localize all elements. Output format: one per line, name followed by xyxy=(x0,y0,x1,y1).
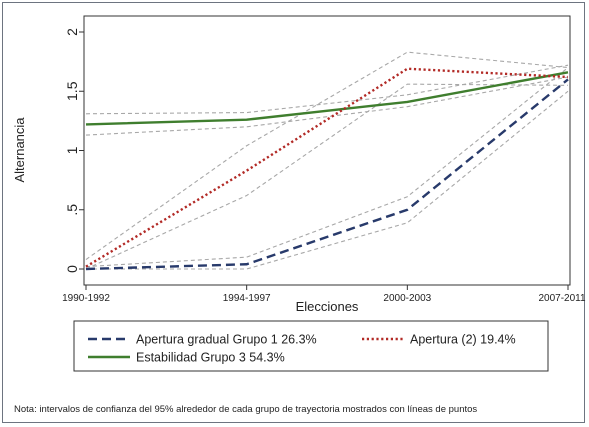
x-tick-label: 1990-1992 xyxy=(62,293,110,304)
confidence-interval-line xyxy=(85,64,569,115)
y-tick-label: 2 xyxy=(64,28,80,36)
legend-label: Apertura (2) 19.4% xyxy=(410,333,516,347)
legend-label: Apertura gradual Grupo 1 26.3% xyxy=(136,333,317,347)
confidence-interval-line xyxy=(85,76,569,136)
series-line xyxy=(85,71,569,126)
y-tick-label: 1.5 xyxy=(64,81,80,101)
legend-label: Estabilidad Grupo 3 54.3% xyxy=(136,351,285,365)
legend: Apertura gradual Grupo 1 26.3% Apertura (… xyxy=(88,333,516,365)
y-tick-label: .5 xyxy=(64,204,80,216)
confidence-interval-line xyxy=(85,83,569,270)
legend-box xyxy=(73,320,549,372)
y-axis-ticks: 0 .5 1 1.5 2 xyxy=(64,28,84,273)
confidence-interval-line xyxy=(86,90,569,270)
confidence-interval-line xyxy=(85,51,569,260)
x-tick-label: 1994-1997 xyxy=(223,293,271,304)
y-tick-label: 0 xyxy=(64,265,80,273)
confidence-interval-line xyxy=(85,67,569,268)
x-axis-title: Elecciones xyxy=(296,299,359,314)
x-tick-label: 2000-2003 xyxy=(383,293,431,304)
x-axis-ticks: 1990-1992 1994-1997 2000-2003 2007-2011 xyxy=(62,285,586,304)
series-line xyxy=(85,78,569,271)
y-axis-title: Alternancia xyxy=(12,117,27,183)
x-tick-label: 2007-2011 xyxy=(538,293,586,304)
footnote: Nota: intervalos de confianza del 95% al… xyxy=(14,404,477,415)
series-lines xyxy=(85,67,569,271)
plot-area xyxy=(83,15,571,286)
confidence-intervals xyxy=(85,51,569,270)
y-tick-label: 1 xyxy=(64,146,80,154)
series-line xyxy=(85,67,569,268)
